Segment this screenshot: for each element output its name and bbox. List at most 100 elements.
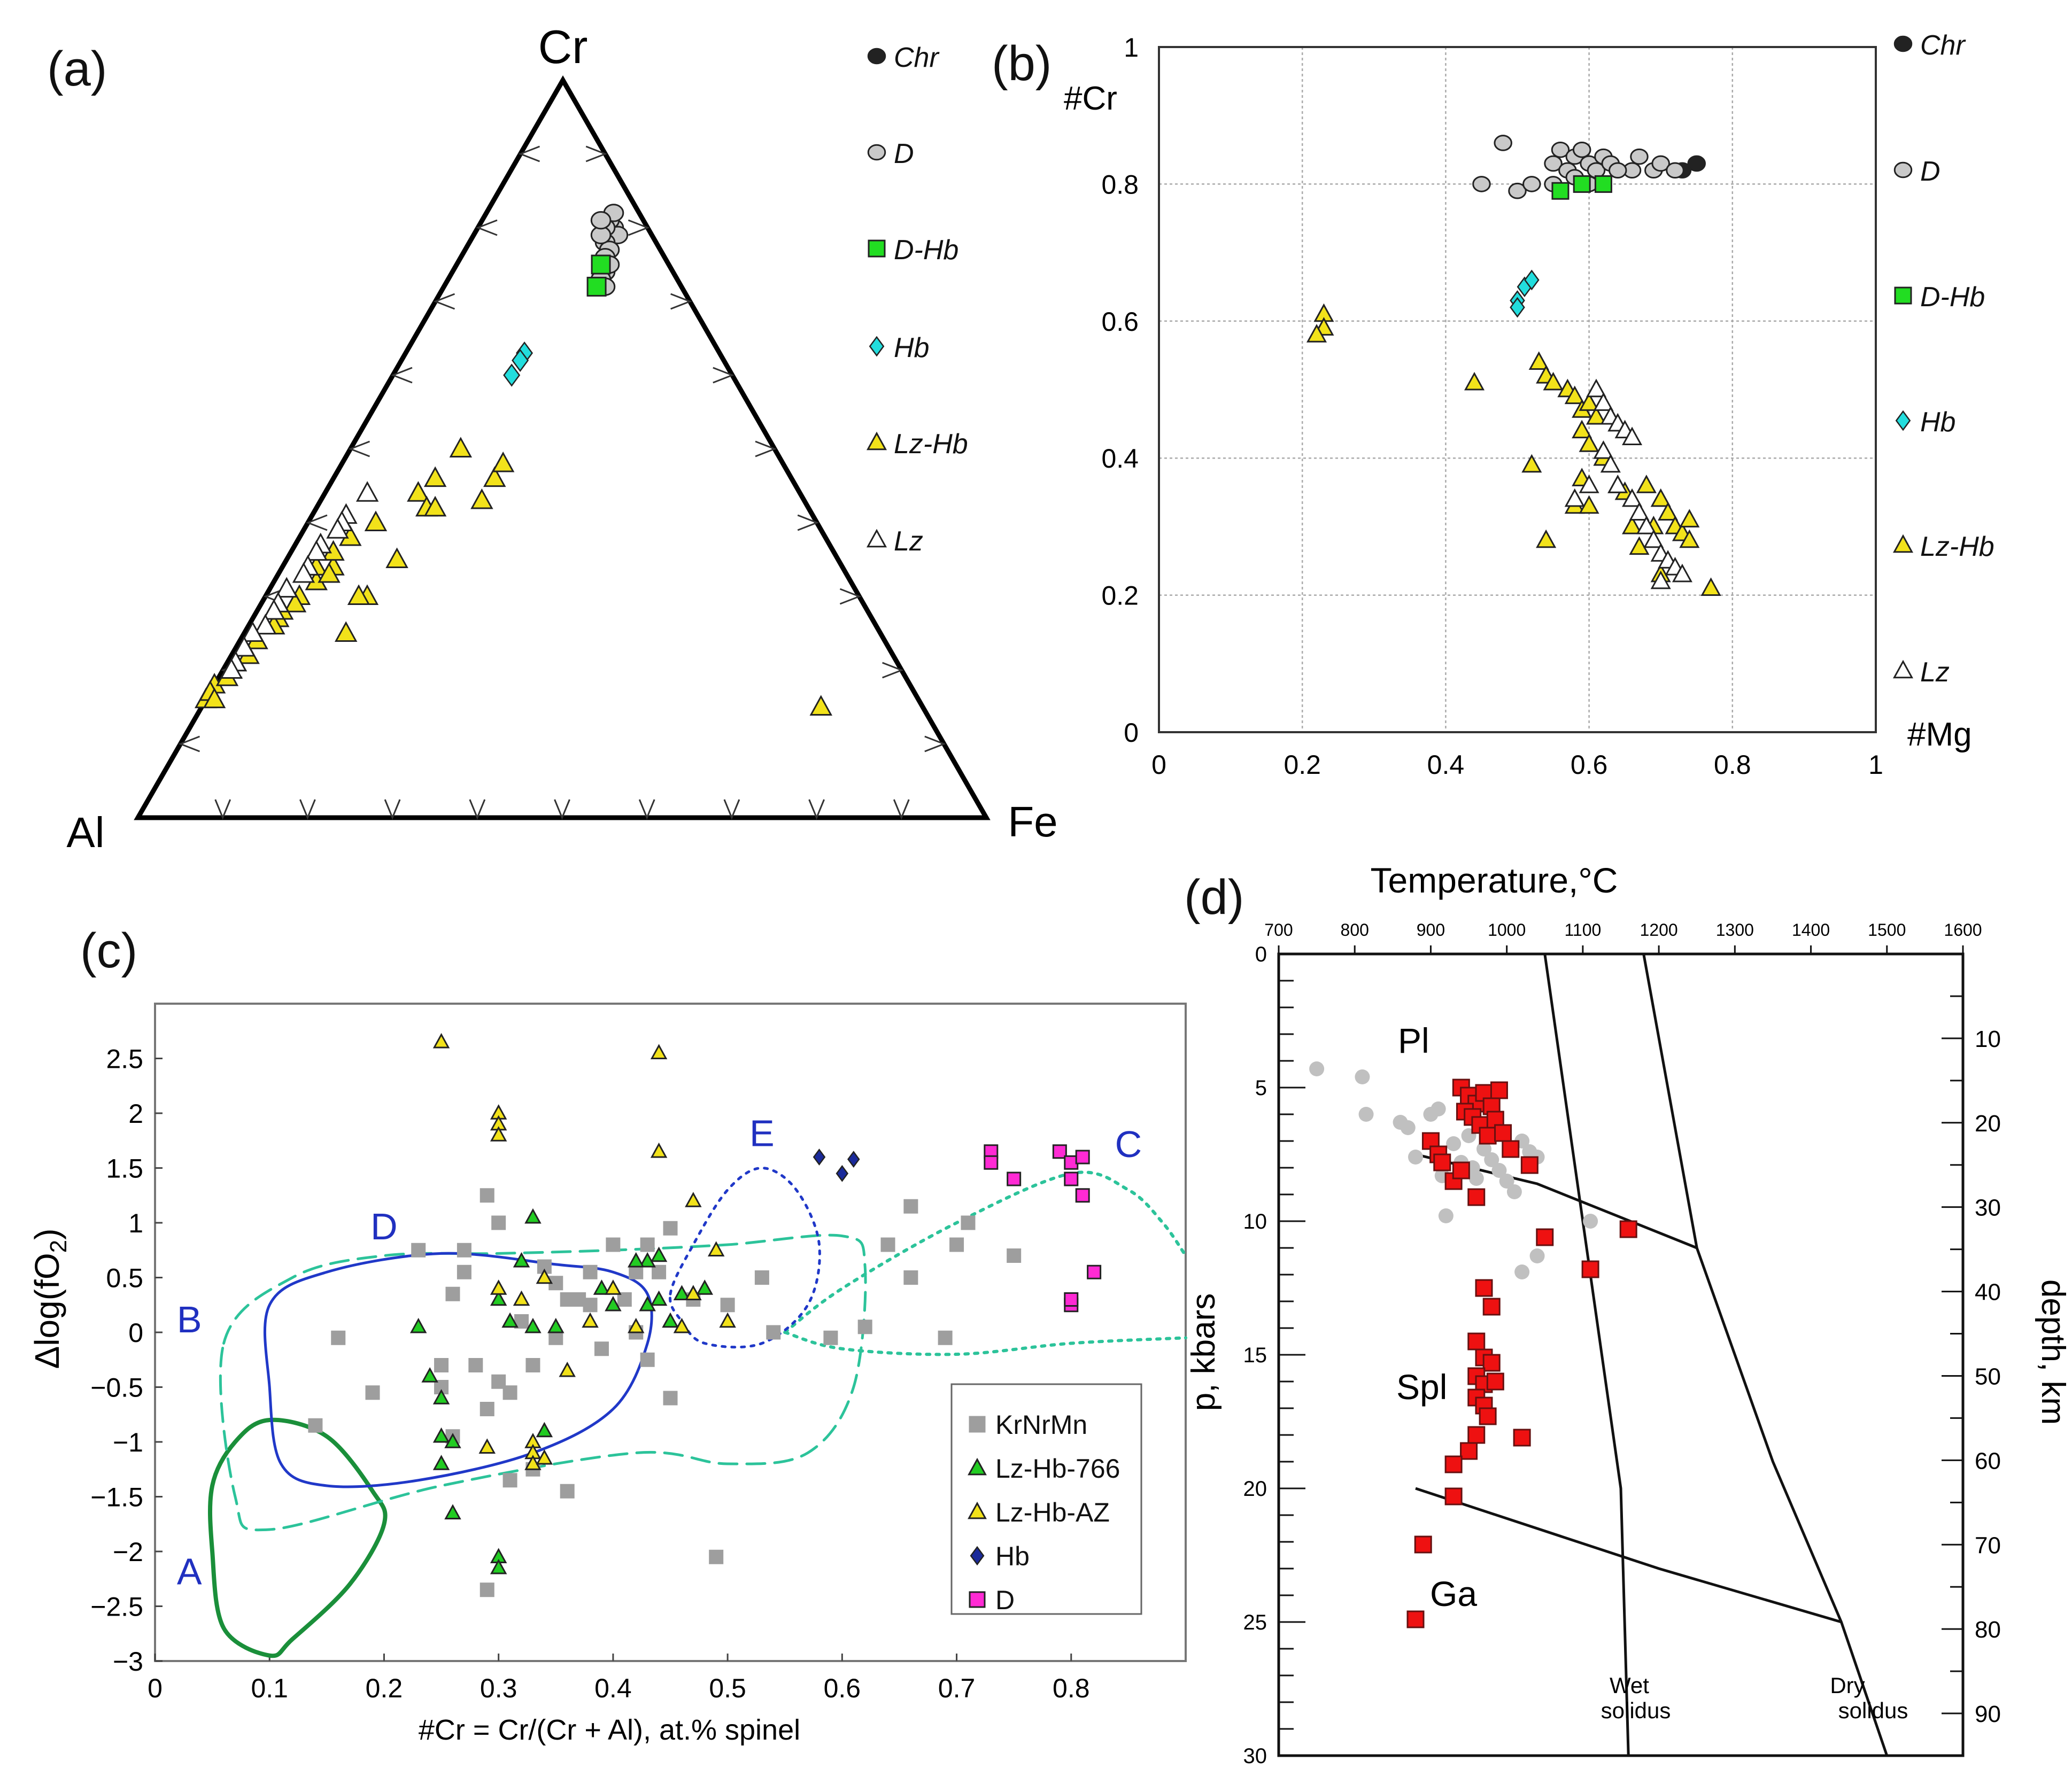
legend-label-dhb: D-Hb [894,235,958,266]
scatter-point-krnrmn [331,1330,346,1345]
scatter-point-lzhb [1543,371,1564,391]
ternary-point-lzhb [283,592,307,612]
grey-point [1400,1120,1416,1135]
scatter-point-lz [1579,475,1599,493]
grey-point [1408,1150,1423,1165]
scatter-point-lz766 [696,1279,714,1295]
panel-b-scatter: (b) 0 0.2 0.4 0.6 0.8 1 0 0.2 0.4 0.6 0.8 1 #Cr #Mg… [992,30,1994,780]
panel-c-ylabel-sub: 2 [45,1240,72,1253]
panel-c-scatter: (c) 0 0.1 0.2 0.3 0.4 0.5 0.6 0.7 0.8 −3 −2.5 −2 −1.… [28,924,1187,1746]
region-ga-label: Ga [1430,1574,1477,1613]
ternary-point-lzhb [385,547,408,568]
panel-d-ylabel-right: depth, km [2035,1279,2071,1425]
scatter-point-krnrmn [548,1276,563,1291]
ternary-tick [723,799,740,820]
vertex-al-label: Al [66,809,104,856]
scatter-point-krnrmn [766,1325,781,1340]
red-point [1433,1153,1451,1171]
panel-a-label: (a) [47,42,107,96]
legend-marker-dhb [1894,286,1912,305]
scatter-point-dhb [1573,175,1591,193]
ternary-tick [390,367,413,384]
panel-c-fields [207,1166,1187,1658]
x-tick-label: 1 [1868,750,1883,780]
legend-label-dhb: D-Hb [1920,282,1985,313]
scatter-point-lz766 [547,1317,565,1333]
ternary-point-lzhb [449,437,473,457]
y-tick-label: 2.5 [106,1044,143,1074]
grey-point [1476,1142,1491,1157]
scatter-point-d [1551,142,1570,158]
ternary-point-lz [254,614,277,635]
red-point [1467,1332,1486,1351]
y-tick-label-left: 20 [1243,1477,1267,1501]
y-tick-label-left: 0 [1255,943,1267,966]
scatter-point-krnrmn [640,1352,655,1367]
red-point [1444,1455,1463,1473]
ternary-tick [214,799,231,820]
scatter-point-d [1630,148,1649,165]
ternary-point-lz [275,577,298,598]
legend-label-hb: Hb [995,1541,1030,1571]
scatter-point-lzaz [513,1290,530,1306]
scatter-point-lzhb [1650,488,1671,507]
legend-marker-lzhb [866,431,887,451]
scatter-point-d [1087,1264,1102,1279]
scatter-point-lzhb [1579,495,1599,514]
scatter-point-hb [847,1151,860,1168]
legend-label-lzaz: Lz-Hb-AZ [995,1497,1110,1527]
scatter-point-lzaz [582,1312,599,1328]
scatter-point-krnrmn [663,1391,678,1406]
grey-point [1491,1163,1507,1178]
scatter-point-lz [1564,488,1585,507]
grey-point [1499,1174,1514,1189]
scatter-point-lzhb [1564,385,1585,405]
scatter-point-lzaz [559,1361,576,1377]
panel-c-legend: KrNrMn Lz-Hb-766 Lz-Hb-AZ Hb D [950,1383,1142,1615]
y-tick-label-left: 25 [1243,1611,1267,1634]
scatter-point-lz766 [432,1455,450,1470]
legend-marker-dhb [868,239,886,258]
panel-c-ylabel-main: Δlog(fO [28,1253,66,1369]
scatter-point-lz766 [639,1252,656,1268]
legend-marker-hb [970,1546,985,1566]
y-tick-label-left: 30 [1243,1744,1267,1768]
legend-label-chr: Chr [1920,30,1966,61]
scatter-point-lz766 [650,1290,668,1306]
y-tick-label-right: 90 [1975,1701,2001,1727]
legend-label-lzhb: Lz-Hb [894,429,968,460]
scatter-point-krnrmn [548,1330,563,1345]
scatter-point-krnrmn [365,1385,380,1400]
scatter-point-lz [1586,378,1607,398]
ternary-tick [299,799,316,820]
red-point [1482,1354,1501,1372]
red-point [1581,1260,1599,1278]
y-tick-label: −1.5 [90,1483,143,1512]
y-tick-label: 0.6 [1101,307,1139,337]
red-point [1486,1372,1504,1391]
red-point [1479,1407,1497,1425]
grey-point [1355,1069,1370,1084]
panel-c-field-labels: A B C D E [177,1113,1142,1593]
panel-a-ternary: (a) Cr Al Fe Chr D D-Hb Hb Lz-Hb Lz [47,20,1058,856]
panel-b-frame [1158,46,1877,733]
red-point [1475,1279,1493,1297]
red-point [1444,1487,1463,1506]
ternary-point-lzhb [334,621,358,642]
scatter-point-lzhb [1629,536,1650,555]
scatter-point-lz [1593,440,1614,459]
panel-c-label: (c) [80,924,137,978]
scatter-point-krnrmn [491,1215,506,1230]
scatter-point-krnrmn [823,1330,838,1345]
scatter-point-krnrmn [1007,1248,1022,1263]
grey-point [1438,1208,1454,1223]
scatter-point-krnrmn [457,1264,471,1279]
scatter-point-krnrmn [663,1221,678,1236]
scatter-point-chr [1687,155,1706,172]
ternary-tick [348,440,370,457]
field-label-b: B [177,1299,202,1340]
legend-label-lz: Lz [1920,657,1950,688]
scatter-point-dhb [1551,182,1570,200]
legend-label-d: D [995,1585,1015,1615]
red-point [1536,1228,1554,1246]
